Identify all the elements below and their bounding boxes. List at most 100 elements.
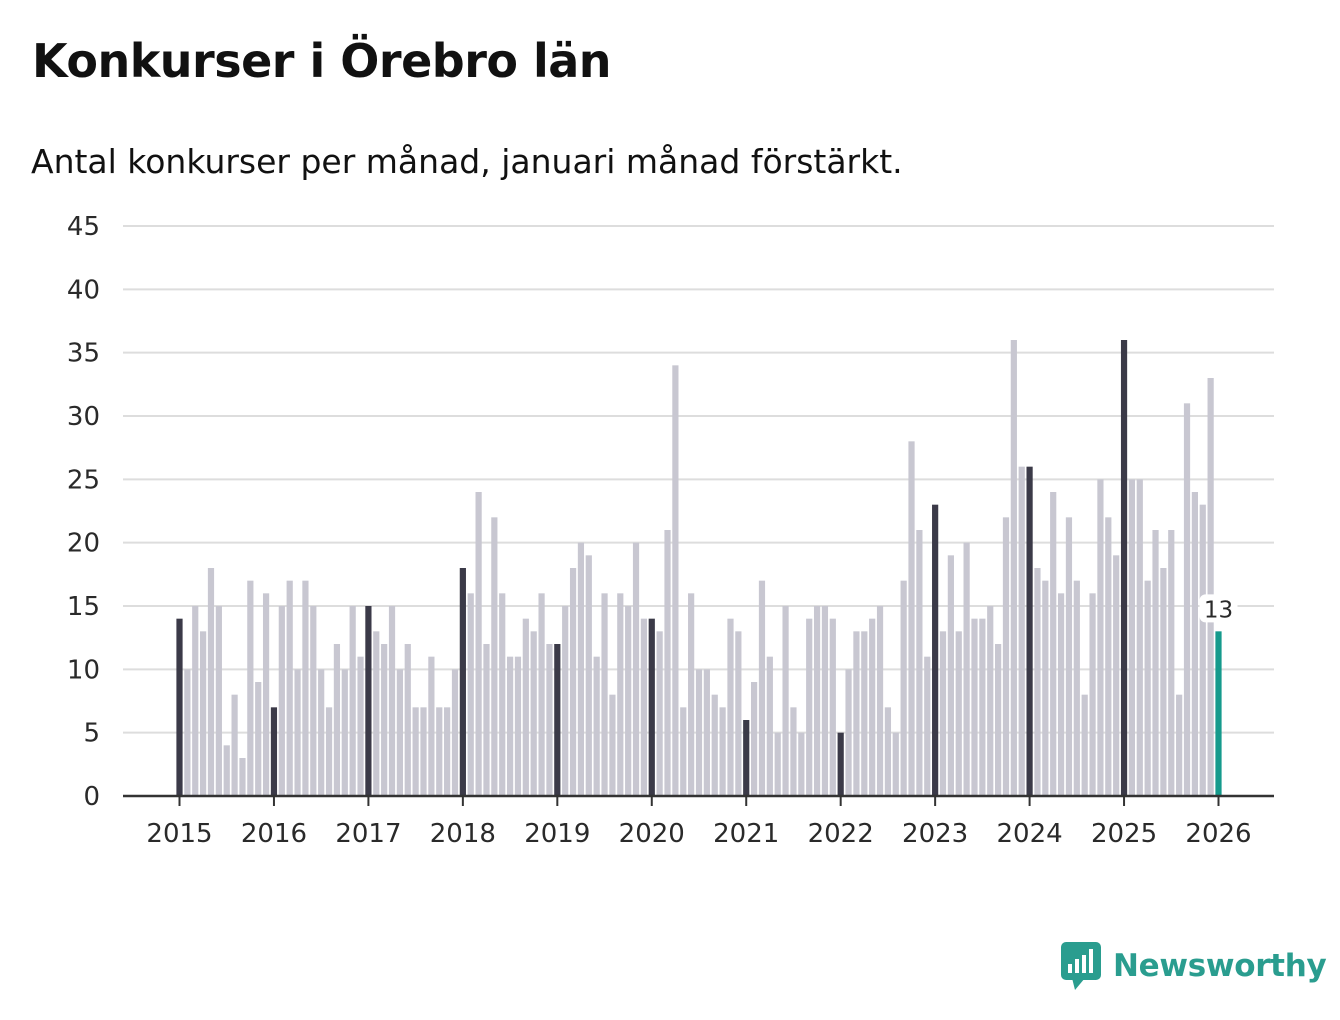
bar [1191, 492, 1198, 796]
bar [585, 555, 592, 796]
y-tick-label: 10 [67, 655, 100, 685]
bar [381, 644, 388, 796]
bar [1183, 403, 1191, 796]
bar [396, 669, 403, 796]
bar [176, 618, 183, 796]
bar [884, 707, 892, 796]
bar [632, 542, 640, 796]
bar [813, 606, 821, 796]
bar [1002, 517, 1010, 796]
x-tick-label: 2018 [430, 819, 496, 849]
bar [451, 669, 459, 796]
bar [310, 606, 317, 796]
latest-value-label-bg [1199, 594, 1238, 623]
y-axis-ticks: 0 5 10 15 20 25 30 35 40 45 [67, 212, 100, 812]
bar [444, 707, 451, 796]
bar [1144, 580, 1151, 796]
bar [609, 694, 616, 796]
bar [412, 707, 419, 796]
bar [569, 568, 577, 796]
bar [577, 542, 585, 796]
bar [900, 580, 907, 796]
bar [806, 618, 813, 796]
bar [1152, 530, 1159, 796]
bar [538, 593, 545, 796]
bar [200, 631, 207, 796]
bar [766, 656, 773, 796]
bar [1089, 593, 1096, 796]
bar [987, 606, 994, 796]
bar [294, 669, 301, 796]
bar [1199, 504, 1206, 796]
bar [601, 593, 608, 796]
x-tick-label: 2021 [713, 819, 779, 849]
bar [546, 644, 553, 796]
bar [1073, 580, 1080, 796]
bar [333, 644, 341, 796]
bar [1105, 517, 1112, 796]
y-tick-label: 0 [83, 782, 100, 812]
x-tick-label: 2019 [524, 819, 590, 849]
bar [223, 745, 230, 796]
bar [648, 618, 655, 796]
bar [1128, 479, 1136, 796]
bar [695, 669, 703, 796]
bar [483, 644, 490, 796]
bar [1097, 479, 1104, 796]
bar [743, 720, 750, 796]
bar [475, 492, 482, 796]
bar [1136, 479, 1143, 796]
bar [939, 631, 947, 796]
bar [837, 732, 844, 796]
latest-value-label: 13 [1204, 597, 1233, 623]
bar [979, 618, 986, 796]
bar [215, 606, 222, 796]
bar [436, 707, 443, 796]
bar [420, 707, 427, 796]
bar [963, 542, 970, 796]
y-tick-label: 20 [67, 529, 100, 559]
bar [924, 656, 931, 796]
bar [207, 568, 215, 796]
bar [758, 580, 766, 796]
bar [640, 618, 647, 796]
bar [388, 606, 396, 796]
bar [1120, 340, 1128, 796]
grid-lines [123, 225, 1274, 734]
bar [184, 669, 191, 796]
bar [971, 618, 978, 796]
bar [318, 669, 325, 796]
x-tick-label: 2022 [808, 819, 874, 849]
newsworthy-logo[interactable]: Newsworthy [1061, 942, 1327, 990]
bar [853, 631, 860, 796]
bar [278, 606, 285, 796]
y-tick-label: 25 [67, 465, 100, 495]
bar [247, 580, 254, 796]
bar [491, 517, 498, 796]
bar [1160, 568, 1167, 796]
bar [703, 669, 710, 796]
bar [735, 631, 742, 796]
bar [593, 656, 600, 796]
bar [845, 669, 852, 796]
chart-subtitle: Antal konkurser per månad, januari månad… [31, 142, 903, 181]
bar [231, 694, 238, 796]
bar [1018, 466, 1025, 796]
bar [617, 593, 624, 796]
bar [341, 669, 348, 796]
bar [625, 606, 632, 796]
bar [727, 618, 734, 796]
bar [664, 530, 671, 796]
bar [1065, 517, 1073, 796]
bar [751, 682, 758, 796]
bar [916, 530, 923, 796]
data-labels: 13 [1199, 594, 1238, 623]
bar [947, 555, 954, 796]
x-tick-label: 2017 [335, 819, 401, 849]
bar [1207, 378, 1214, 796]
bar [1215, 631, 1222, 796]
bar [955, 631, 962, 796]
bar [798, 732, 805, 796]
y-tick-label: 15 [67, 592, 100, 622]
